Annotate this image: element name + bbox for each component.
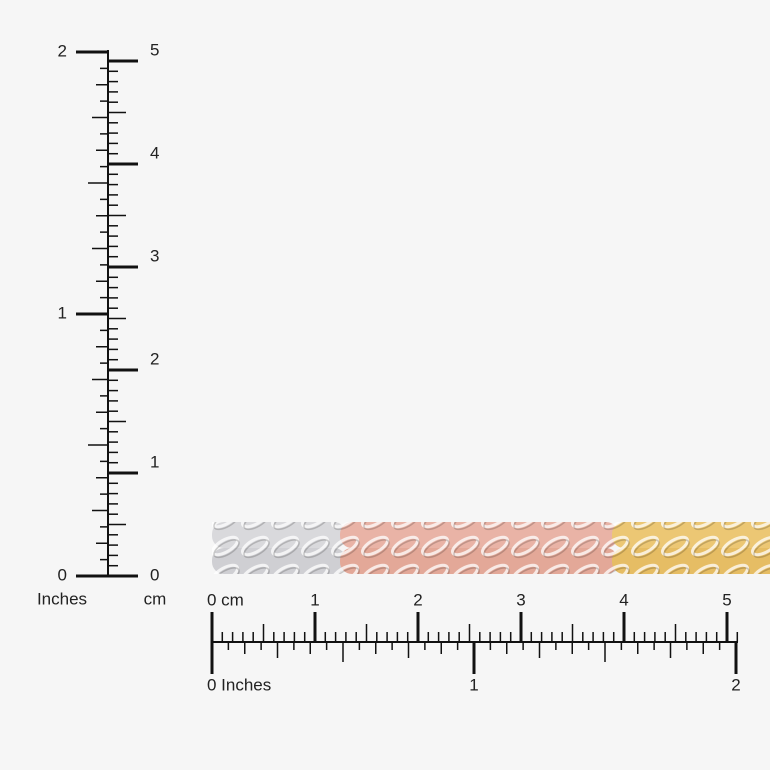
inch-label: 2: [58, 41, 67, 60]
cm-label: 3: [516, 590, 525, 609]
inch-label: 1: [469, 675, 478, 694]
cm-label: 3: [150, 246, 159, 265]
cm-label: 5: [722, 590, 731, 609]
inch-label: 1: [58, 303, 67, 322]
cm-label: 2: [413, 590, 422, 609]
cm-label: 0 cm: [207, 590, 244, 609]
cm-label: 1: [150, 452, 159, 471]
cm-label: 5: [150, 40, 159, 59]
inch-label: 0 Inches: [207, 675, 271, 694]
inch-unit: Inches: [37, 589, 87, 608]
cm-label: 2: [150, 349, 159, 368]
chain: [212, 522, 770, 574]
inch-label: 0: [58, 565, 67, 584]
cm-unit: cm: [144, 589, 167, 608]
cm-label: 1: [310, 590, 319, 609]
inch-label: 2: [731, 675, 740, 694]
cm-label: 4: [619, 590, 628, 609]
cm-label: 0: [150, 565, 159, 584]
cm-label: 4: [150, 143, 159, 162]
